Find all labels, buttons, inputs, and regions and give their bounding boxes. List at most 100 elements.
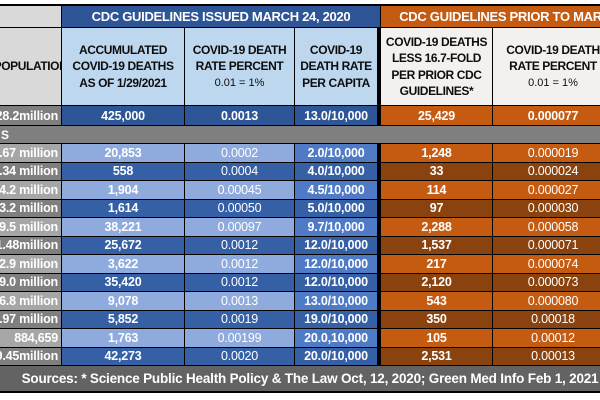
deaths-cell: 425,000: [62, 106, 185, 125]
per-capita-cell: 4.0/10,000: [295, 162, 381, 180]
per-capita-cell: 13.0/10,000: [295, 292, 381, 310]
source-note: Sources: * Science Public Health Policy …: [21, 371, 599, 386]
banner-cdc-issued: CDC GUIDELINES ISSUED MARCH 24, 2020: [62, 6, 381, 27]
deaths-less-cell: 2,288: [381, 218, 493, 236]
col-header-death-rate-percent-prior: COVID-19 DEATH RATE PERCENT 0.01 = 1%: [493, 28, 600, 105]
rate-percent-cell: 0.00045: [185, 181, 295, 199]
rate-percent-cell: 0.0012: [185, 255, 295, 273]
rate-percent-prior-cell: 0.000074: [493, 255, 600, 273]
section-label: S: [1, 127, 10, 142]
state-row: 3.2 million 1,614 0.00050 5.0/10,000 97 0.000…: [0, 199, 600, 218]
rate-percent-cell: 0.0020: [185, 347, 295, 365]
rate-percent-prior-cell: 0.000058: [493, 218, 600, 236]
deaths-cell: 20,853: [62, 144, 185, 162]
deaths-cell: 35,420: [62, 273, 185, 291]
deaths-cell: 558: [62, 162, 185, 180]
deaths-less-cell: 350: [381, 310, 493, 328]
rate-percent-prior-cell: 0.000030: [493, 199, 600, 217]
col-header-death-rate-per-capita: COVID-19 DEATH RATE PER CAPITA: [295, 28, 381, 105]
rate-percent-prior-cell: 0.00013: [493, 347, 600, 365]
deaths-less-cell: 33: [381, 162, 493, 180]
population-cell: 9.0 million: [0, 273, 62, 291]
banner-cdc-prior: CDC GUIDELINES PRIOR TO MAR: [381, 6, 600, 27]
deaths-cell: 5,852: [62, 310, 185, 328]
population-cell: 884,659: [0, 329, 62, 347]
state-row: 9.5 million 38,221 0.00097 9.7/10,000 2,288 0…: [0, 218, 600, 237]
deaths-less-cell: 543: [381, 292, 493, 310]
deaths-less-cell: 97: [381, 199, 493, 217]
rate-percent-prior-cell: 0.000071: [493, 236, 600, 254]
deaths-less-cell: 2,531: [381, 347, 493, 365]
deaths-less-cell: 1,537: [381, 236, 493, 254]
header-subnote: 0.01 = 1%: [528, 76, 578, 89]
population-cell: 3.2 million: [0, 199, 62, 217]
rate-percent-prior-cell: 0.000024: [493, 162, 600, 180]
deaths-cell: 9,078: [62, 292, 185, 310]
population-cell: 1.48million: [0, 236, 62, 254]
state-row: 6.8 million 9,078 0.0013 13.0/10,000 543 0.00…: [0, 292, 600, 311]
banner-blank-cell: [0, 6, 62, 27]
population-cell: 9.5 million: [0, 218, 62, 236]
col-header-accumulated-deaths: ACCUMULATED COVID-19 DEATHS AS OF 1/29/2…: [62, 28, 185, 105]
rate-percent-cell: 0.00097: [185, 218, 295, 236]
rate-percent-cell: 0.0012: [185, 236, 295, 254]
deaths-cell: 1,904: [62, 181, 185, 199]
state-row: 4.2 million 1,904 0.00045 4.5/10,000 114 0.00…: [0, 181, 600, 200]
per-capita-cell: 9.7/10,000: [295, 218, 381, 236]
deaths-cell: 1,614: [62, 199, 185, 217]
deaths-cell: 1,763: [62, 329, 185, 347]
per-capita-cell: 12.0/10,000: [295, 255, 381, 273]
deaths-less-cell: 217: [381, 255, 493, 273]
deaths-less-cell: 1,248: [381, 144, 493, 162]
per-capita-cell: 4.5/10,000: [295, 181, 381, 199]
state-row: 2.9 million 3,622 0.0012 12.0/10,000 217 0.00…: [0, 255, 600, 274]
per-capita-cell: 12.0/10,000: [295, 236, 381, 254]
per-capita-cell: 12.0/10,000: [295, 273, 381, 291]
rate-percent-cell: 0.0013: [185, 292, 295, 310]
population-cell: 2.67 million: [0, 144, 62, 162]
per-capita-cell: 2.0/10,000: [295, 144, 381, 162]
population-cell: 4.2 million: [0, 181, 62, 199]
section-divider-row: S: [0, 126, 600, 144]
rate-percent-prior-cell: 0.00012: [493, 329, 600, 347]
rate-percent-cell: 0.0002: [185, 144, 295, 162]
population-cell: 28.2million: [0, 106, 62, 125]
state-row: 884,659 1,763 0.00199 20.0,10,000 105 0.00012: [0, 329, 600, 348]
state-row: 9.0 million 35,420 0.0012 12.0/10,000 2,120 0…: [0, 273, 600, 292]
deaths-less-cell: 105: [381, 329, 493, 347]
deaths-less-cell: 25,429: [381, 106, 493, 125]
deaths-less-cell: 114: [381, 181, 493, 199]
state-row: 1.34 million5580.00044.0/10,000330.00002…: [0, 162, 600, 181]
rate-percent-prior-cell: 0.000027: [493, 181, 600, 199]
deaths-cell: 38,221: [62, 218, 185, 236]
rate-percent-prior-cell: 0.00018: [493, 310, 600, 328]
state-row: 1.97 million5,8520.001919.0/10,0003500.0…: [0, 310, 600, 329]
per-capita-cell: 5.0/10,000: [295, 199, 381, 217]
rate-percent-cell: 0.00050: [185, 199, 295, 217]
deaths-cell: 42,273: [62, 347, 185, 365]
state-row: 2.67 million20,8530.00022.0/10,0001,2480…: [0, 144, 600, 163]
us-total-row: 28.2million 425,000 0.0013 13.0/10,000 2…: [0, 106, 600, 126]
deaths-cell: 25,672: [62, 236, 185, 254]
rate-percent-cell: 0.0013: [185, 106, 295, 125]
rate-percent-prior-cell: 0.000080: [493, 292, 600, 310]
col-header-population: POPULATION: [0, 28, 62, 105]
rate-percent-cell: 0.00199: [185, 329, 295, 347]
population-cell: 1.97 million: [0, 310, 62, 328]
population-cell: 6.8 million: [0, 292, 62, 310]
rate-percent-prior-cell: 0.000019: [493, 144, 600, 162]
state-rows: 2.67 million20,8530.00022.0/10,0001,2480…: [0, 144, 600, 366]
per-capita-cell: 20.0/10,000: [295, 347, 381, 365]
source-row: Sources: * Science Public Health Policy …: [0, 366, 600, 393]
covid-guidelines-table: CDC GUIDELINES ISSUED MARCH 24, 2020 CDC…: [0, 4, 600, 393]
per-capita-cell: 13.0/10,000: [295, 106, 381, 125]
population-cell: 2.9 million: [0, 255, 62, 273]
banner-row: CDC GUIDELINES ISSUED MARCH 24, 2020 CDC…: [0, 6, 600, 28]
rate-percent-prior-cell: 0.000077: [493, 106, 600, 125]
header-row: POPULATION ACCUMULATED COVID-19 DEATHS A…: [0, 28, 600, 106]
deaths-cell: 3,622: [62, 255, 185, 273]
header-subnote: 0.01 = 1%: [214, 76, 265, 89]
rate-percent-cell: 0.0012: [185, 273, 295, 291]
state-row: 1.48million 25,672 0.0012 12.0/10,000 1,537 0…: [0, 236, 600, 255]
